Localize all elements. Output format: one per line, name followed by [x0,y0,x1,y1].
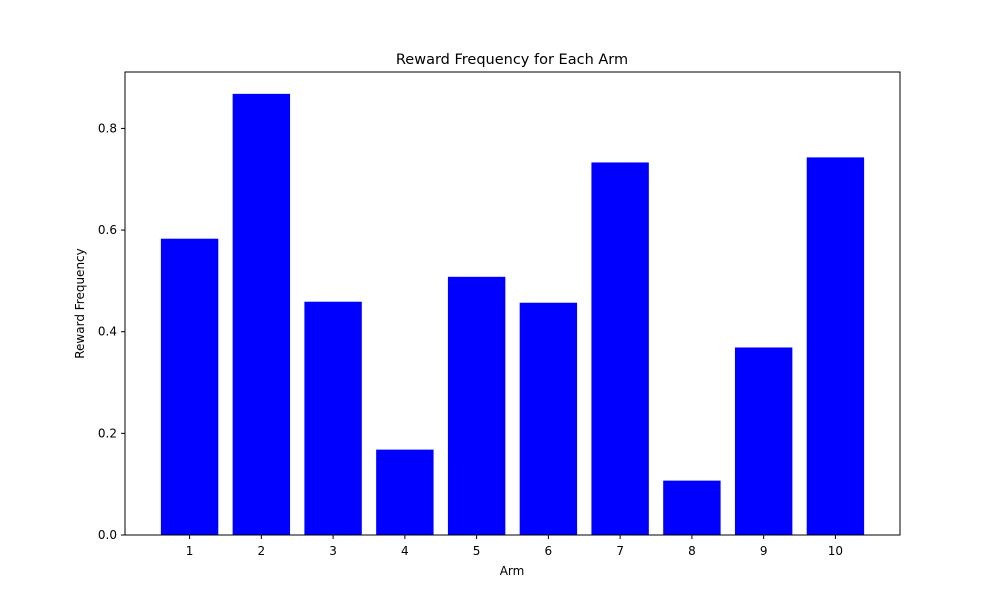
x-tick-label: 9 [760,544,768,558]
bar-arm-1 [160,238,219,536]
y-tick-label: 0.0 [98,528,117,542]
bar-arm-8 [663,480,721,535]
x-tick-label: 2 [258,544,266,558]
chart-title: Reward Frequency for Each Arm [396,52,628,68]
y-axis-ticks: 0.0 0.2 0.4 0.6 0.8 [98,121,125,542]
x-axis-label: Arm [500,564,525,578]
bar-arm-5 [447,276,506,535]
x-tick-label: 3 [329,544,337,558]
bar-arm-4 [376,449,434,535]
x-tick-label: 7 [616,544,624,558]
bar-arm-6 [519,302,578,535]
bar-arm-2 [232,93,291,535]
x-tick-label: 6 [545,544,553,558]
x-tick-label: 1 [186,544,194,558]
x-tick-label: 5 [473,544,481,558]
x-tick-label: 10 [828,544,843,558]
bar-arm-9 [734,347,793,535]
y-axis-label: Reward Frequency [73,248,87,359]
x-tick-label: 8 [688,544,696,558]
x-tick-label: 4 [401,544,409,558]
x-axis-ticks: 1 2 3 4 5 6 7 8 9 10 [186,535,843,558]
bar-arm-7 [591,162,649,535]
bar-arm-3 [304,301,362,535]
bars-layer [160,93,865,536]
y-tick-label: 0.4 [98,325,117,339]
bar-arm-10 [806,157,865,535]
y-tick-label: 0.6 [98,223,117,237]
y-tick-label: 0.8 [98,121,117,135]
plot-frame [124,71,901,536]
y-tick-label: 0.2 [98,426,117,440]
